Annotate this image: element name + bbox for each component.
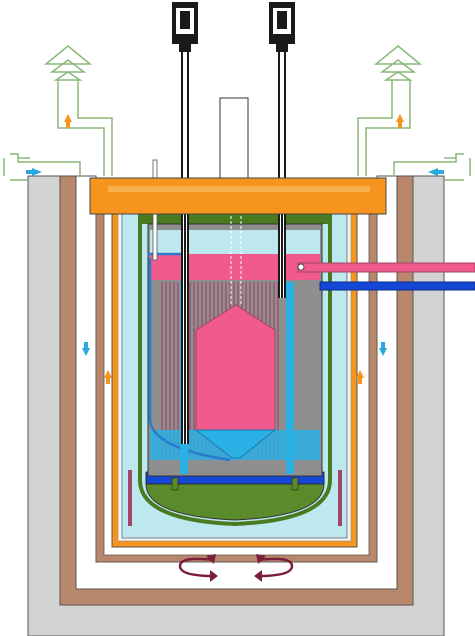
- top-plate-slot: [108, 186, 370, 192]
- up-arrow-icon: [396, 114, 404, 128]
- top-housing: [219, 97, 249, 179]
- right-downcomer: [286, 282, 294, 474]
- control-rod-right: [269, 2, 295, 298]
- up-arrow-icon: [104, 370, 112, 384]
- right-arrow-icon: [26, 168, 42, 176]
- bottom-plenum: [145, 473, 325, 521]
- right-curved-arrow-head: [254, 570, 262, 582]
- core-funnel: [194, 429, 277, 459]
- right-chimney: [357, 45, 423, 176]
- up-arrow-icon: [356, 370, 364, 384]
- control-rod-left: [172, 2, 198, 444]
- top-plate: [89, 177, 387, 215]
- hot-leg-pipe: [297, 262, 475, 273]
- up-arrow-icon: [64, 114, 72, 128]
- left-chimney: [43, 45, 113, 176]
- left-pool-bar: [128, 470, 132, 526]
- pipe-junction: [297, 263, 305, 271]
- bottom-fittings: [171, 477, 299, 491]
- upper-plenum: [150, 254, 320, 280]
- right-air-inlet: [393, 153, 471, 181]
- left-arrow-icon: [428, 168, 444, 176]
- right-curved-arrow-icon: [257, 557, 294, 578]
- left-curved-arrow-head: [206, 554, 216, 564]
- right-pool-bar: [338, 470, 342, 526]
- left-curved-arrow-icon: [178, 557, 215, 578]
- left-curved-arrow-head: [210, 570, 218, 582]
- down-arrow-icon: [82, 342, 90, 356]
- right-curved-arrow-head: [256, 554, 266, 564]
- left-air-inlet: [3, 153, 81, 181]
- cold-leg-pipe: [319, 281, 475, 291]
- guard-vessel: [138, 212, 332, 527]
- down-arrow-icon: [379, 342, 387, 356]
- cover-gas-region: [150, 230, 320, 254]
- reactor-core: [195, 304, 276, 431]
